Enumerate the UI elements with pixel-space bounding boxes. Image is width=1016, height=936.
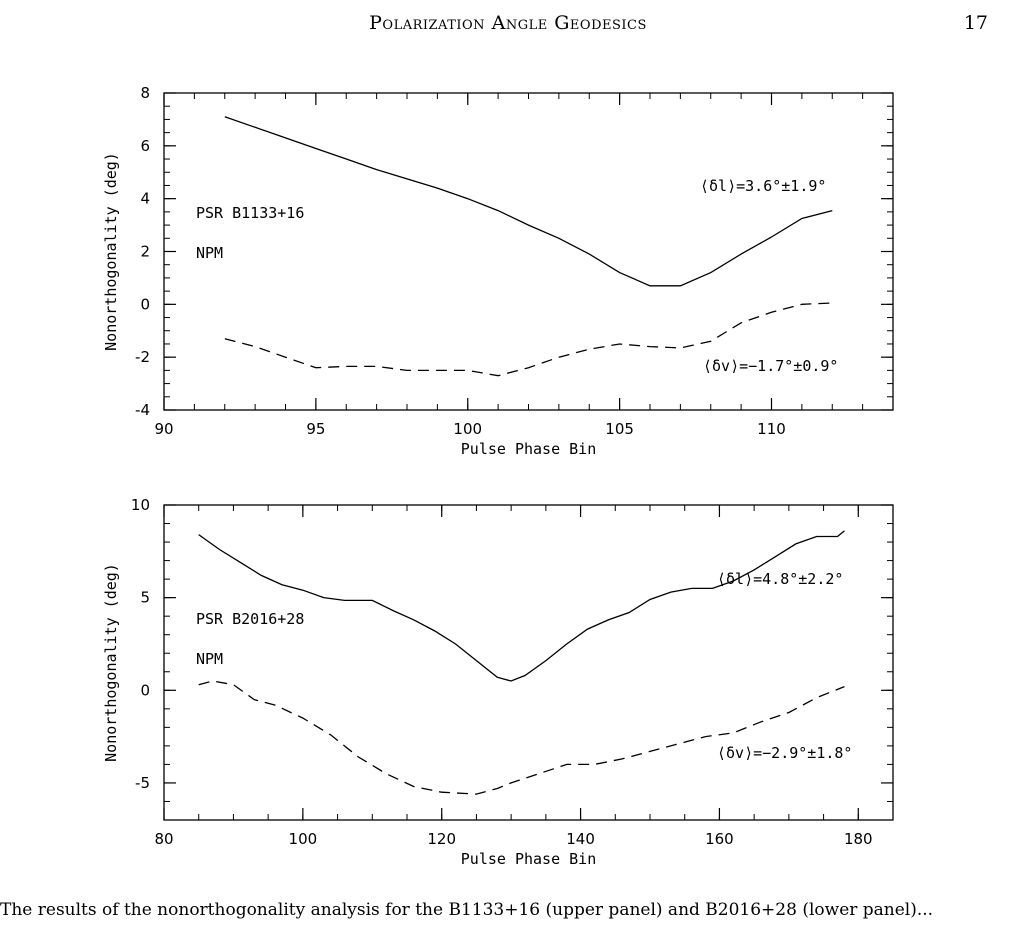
x-tick-label: 95 [306,420,325,438]
x-tick-label: 140 [566,830,595,848]
series-label: ⟨δl⟩=3.6°±1.9° [700,177,826,195]
pulsar-name-annotation: PSR B2016+28 [196,610,304,628]
pulsar-name-annotation: PSR B1133+16 [196,204,304,222]
y-tick-label: 6 [140,137,150,155]
y-tick-label: -5 [135,774,150,792]
model-annotation: NPM [196,650,223,668]
x-tick-label: 180 [844,830,873,848]
y-tick-label: 0 [140,295,150,313]
x-tick-label: 160 [705,830,734,848]
y-tick-label: 8 [140,84,150,102]
y-tick-label: 2 [140,243,150,261]
x-tick-label: 100 [289,830,318,848]
y-tick-label: -2 [135,348,150,366]
upper-panel: 90 95 100 105 110 -4 -2 0 2 4 6 8 Pulse Phase Bin Non… [102,84,894,458]
series-line-delta-v [198,680,845,795]
series-label: ⟨δv⟩=−2.9°±1.8° [717,744,852,762]
x-tick-label: 105 [605,420,634,438]
y-tick-label: 5 [140,589,150,607]
model-annotation: NPM [196,244,223,262]
page-number: 17 [963,12,988,34]
series-line-delta-l [198,530,845,682]
x-tick-label: 100 [453,420,482,438]
x-tick-label: 80 [154,830,173,848]
y-tick-label: 0 [140,681,150,699]
lower-panel: 80 100 120 140 160 180 -5 0 5 10 Pulse Phase Bin No… [102,496,894,868]
x-tick-label: 120 [427,830,456,848]
figure-caption: The results of the nonorthogonality anal… [0,900,934,920]
y-tick-label: 4 [140,190,150,208]
x-axis-label: Pulse Phase Bin [461,440,596,458]
series-label: ⟨δv⟩=−1.7°±0.9° [703,357,838,375]
x-tick-label: 110 [757,420,786,438]
series-line-delta-l [224,116,833,287]
y-tick-label: 10 [131,496,150,514]
x-axis-label: Pulse Phase Bin [461,850,596,868]
x-tick-label: 90 [154,420,173,438]
plot-frame [163,504,894,821]
series-label: ⟨δl⟩=4.8°±2.2° [717,570,843,588]
series-line-delta-v [224,302,833,377]
y-tick-label: -4 [135,401,150,419]
y-axis-label: Nonorthogonality (deg) [102,152,120,351]
y-axis-label: Nonorthogonality (deg) [102,563,120,762]
running-head: Polarization Angle Geodesics [369,12,647,34]
